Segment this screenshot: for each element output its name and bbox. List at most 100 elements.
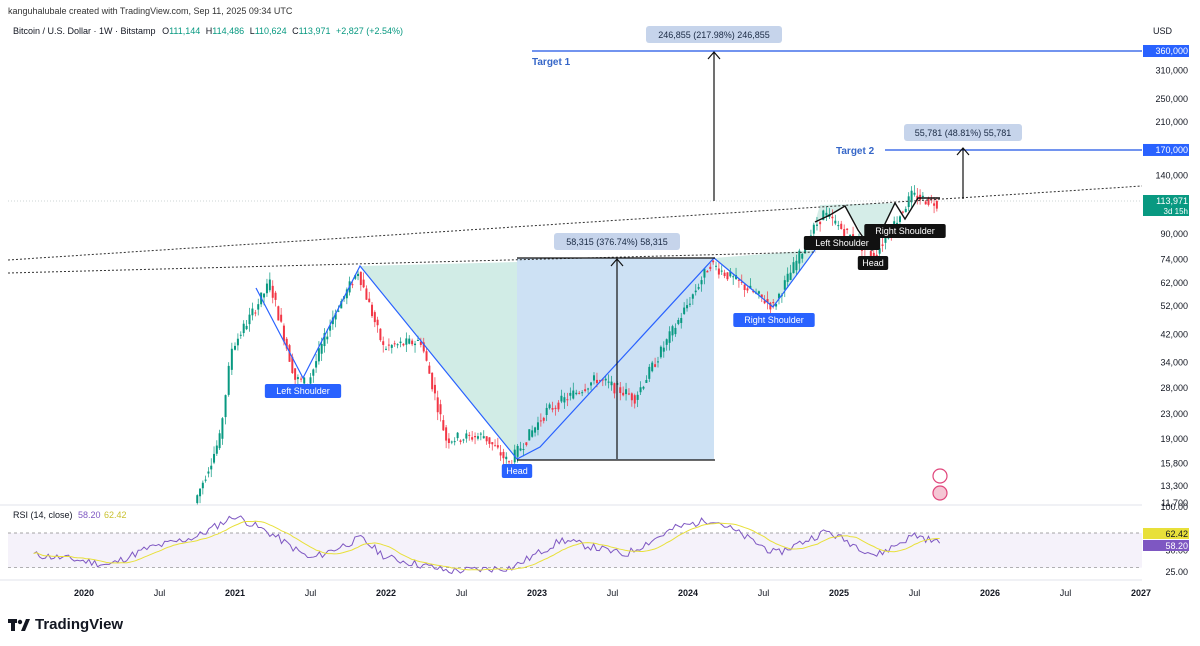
candle [505, 452, 508, 464]
candle-body [740, 281, 743, 283]
candle [345, 287, 348, 305]
candle [536, 416, 539, 436]
ohlc-open-label: O [162, 26, 170, 36]
candle-body [300, 378, 303, 380]
candle-body [645, 379, 648, 383]
candle [402, 343, 405, 347]
candle-body [804, 246, 807, 254]
x-tick-label: Jul [909, 588, 921, 598]
candle-body [282, 325, 285, 342]
candle-body [411, 340, 414, 345]
candle-body [309, 377, 312, 384]
x-tick-label: 2025 [829, 588, 849, 598]
candle [575, 389, 578, 396]
candle-body [563, 397, 566, 403]
candle-body [245, 325, 248, 330]
candle-body [531, 430, 534, 437]
candle-body [428, 365, 431, 374]
target-price-tag: 170,000 [1155, 145, 1188, 155]
candle-body [425, 351, 428, 361]
candle [831, 209, 834, 226]
candle-body [548, 404, 551, 409]
candle-body [566, 399, 569, 401]
candle-body [456, 432, 459, 439]
candle [694, 284, 697, 296]
candle [680, 312, 683, 329]
candle [921, 192, 924, 202]
candle [425, 347, 428, 362]
pattern-label-bg [733, 313, 815, 327]
candle-body [393, 343, 396, 345]
candle-body [331, 317, 334, 325]
candle-body [554, 407, 557, 409]
price-tag-bg [1143, 45, 1189, 57]
candle-body [340, 301, 343, 309]
candle [317, 341, 320, 365]
candle [636, 391, 639, 408]
candle-body [213, 453, 216, 463]
candle [428, 362, 431, 374]
measure-label: 246,855 (217.98%) 246,855 [658, 30, 770, 40]
target1-arrow-head [707, 51, 721, 60]
rsi-legend-ma: 62.42 [104, 510, 127, 520]
us-flag-event-icon [932, 485, 948, 501]
candle [539, 413, 542, 427]
candle [271, 280, 274, 304]
candle-body [674, 327, 677, 335]
x-tick-label: 2020 [74, 588, 94, 598]
candle-body [201, 482, 204, 489]
candle-body [396, 344, 399, 346]
candle [315, 353, 318, 373]
candle [560, 389, 563, 404]
x-tick-label: Jul [758, 588, 770, 598]
candle [919, 189, 922, 205]
candle-body [210, 465, 213, 470]
candle [468, 432, 471, 441]
candle [648, 364, 651, 383]
candle [910, 186, 913, 209]
candle-body [921, 195, 924, 198]
candle [439, 399, 442, 422]
candle-body [622, 392, 625, 396]
y-tick-label: 34,000 [1160, 357, 1188, 367]
candle-body [365, 288, 368, 300]
candle [499, 445, 502, 461]
candle-body [528, 429, 531, 441]
candle-body [654, 364, 657, 367]
candle-body [732, 276, 735, 278]
candle [201, 480, 204, 495]
candle-body [671, 326, 674, 336]
candle [834, 214, 837, 226]
symbol-legend[interactable]: Bitcoin / U.S. Dollar · 1W · Bitstamp O1… [13, 26, 403, 36]
candle [639, 381, 642, 396]
y-tick-label: 210,000 [1155, 117, 1188, 127]
candle-body [402, 343, 405, 346]
candle [494, 439, 497, 447]
candle [735, 267, 738, 280]
candle [450, 440, 453, 445]
candle-body [416, 340, 419, 342]
candle-body [536, 422, 539, 430]
candle [379, 328, 382, 342]
tradingview-brand[interactable]: TradingView [8, 616, 123, 633]
candle [642, 385, 645, 391]
candle [720, 265, 723, 276]
candle [277, 305, 280, 321]
measure-fill-area [517, 258, 714, 460]
candle-body [234, 345, 236, 350]
candle [572, 382, 575, 400]
candle-body [294, 368, 297, 380]
candle-body [825, 212, 828, 216]
candle [268, 272, 271, 293]
candle [630, 392, 633, 407]
candle-body [236, 338, 239, 346]
candle [569, 387, 572, 401]
candle-body [334, 313, 337, 320]
candle [901, 210, 904, 214]
candle-body [709, 266, 712, 269]
candle [376, 316, 379, 333]
candle-body [927, 197, 930, 205]
candle [482, 430, 485, 439]
y-tick-label: 28,000 [1160, 383, 1188, 393]
